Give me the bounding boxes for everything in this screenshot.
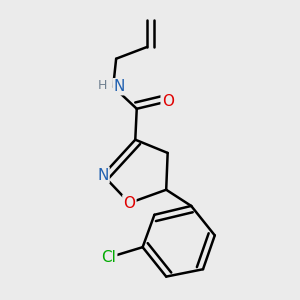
Text: O: O bbox=[162, 94, 174, 109]
Text: Cl: Cl bbox=[101, 250, 116, 265]
Text: N: N bbox=[113, 79, 125, 94]
Text: O: O bbox=[123, 196, 135, 211]
Text: N: N bbox=[97, 167, 109, 182]
Text: H: H bbox=[98, 79, 108, 92]
